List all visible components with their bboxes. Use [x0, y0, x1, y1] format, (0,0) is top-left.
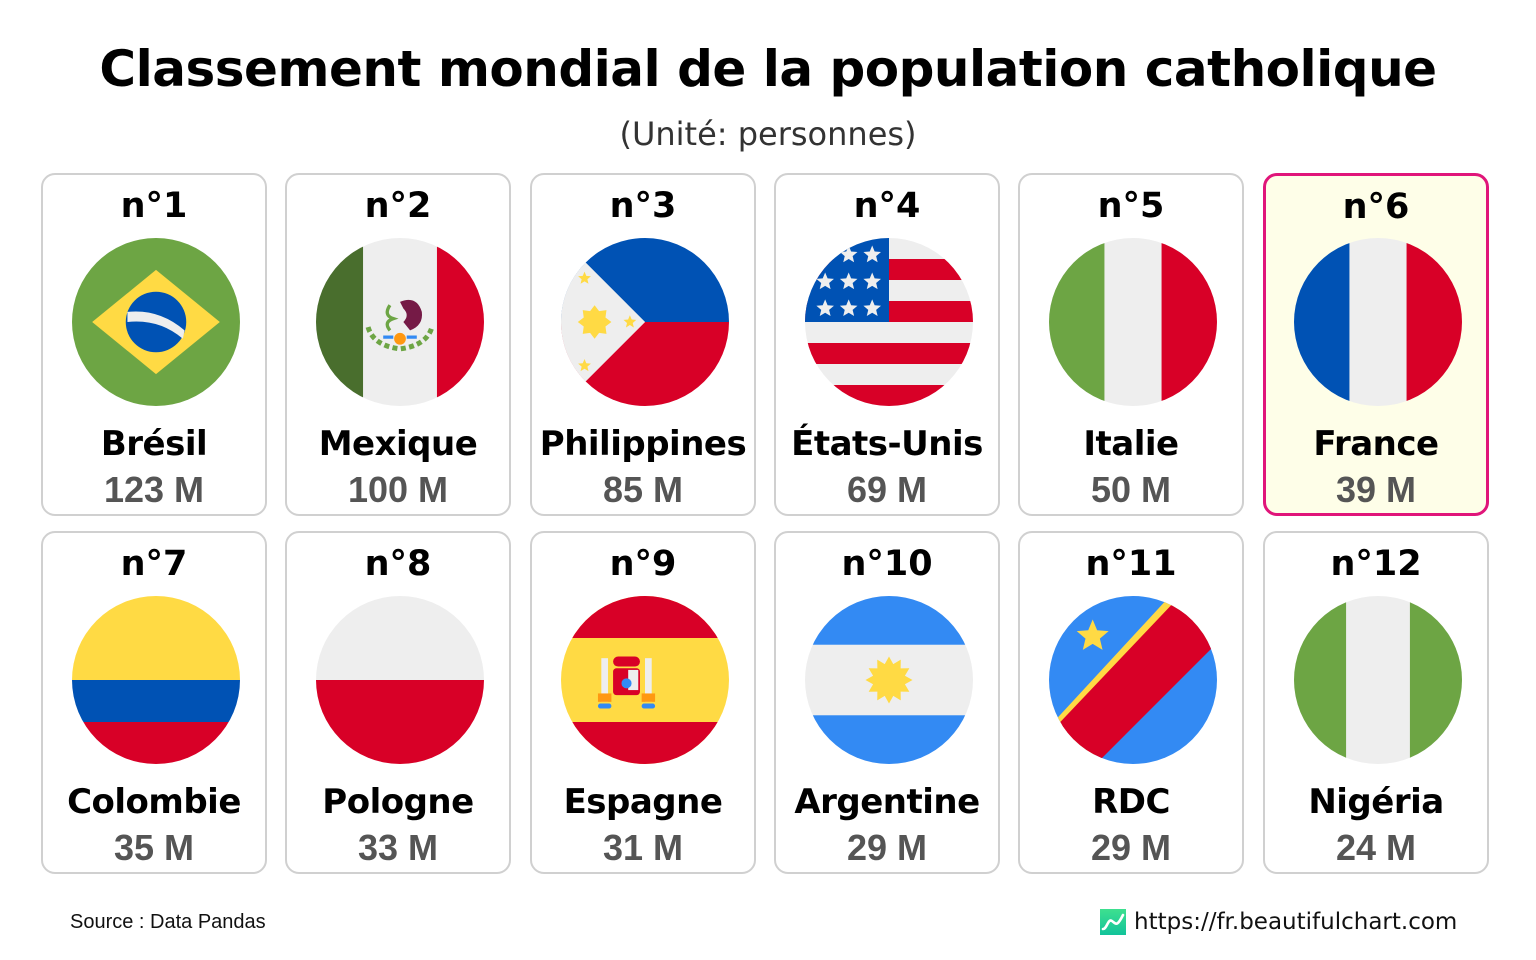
ranking-card: n°12 Nigéria 24 M — [1263, 531, 1489, 874]
country-name: Espagne — [563, 782, 723, 822]
country-name: Pologne — [322, 782, 474, 822]
rank-label: n°9 — [609, 544, 677, 584]
population-value: 123 M — [103, 469, 205, 510]
brazil-flag-icon — [72, 238, 240, 406]
rank-label: n°5 — [1097, 186, 1165, 226]
rank-label: n°2 — [364, 186, 432, 226]
population-value: 100 M — [347, 469, 449, 510]
poland-flag-icon — [316, 596, 484, 764]
rank-label: n°8 — [364, 544, 432, 584]
rank-label: n°3 — [609, 186, 677, 226]
colombia-flag-icon — [72, 596, 240, 764]
country-name: Mexique — [318, 424, 478, 464]
ranking-card: n°2 Mexique 100 M — [285, 173, 511, 516]
country-name: États-Unis — [791, 424, 983, 464]
population-value: 85 M — [602, 469, 684, 510]
ranking-card: n°6 France 39 M — [1263, 173, 1489, 516]
rank-label: n°6 — [1342, 187, 1410, 227]
spain-flag-icon — [561, 596, 729, 764]
population-value: 33 M — [357, 827, 439, 868]
country-name: Philippines — [539, 424, 747, 464]
rank-label: n°4 — [853, 186, 921, 226]
argentina-flag-icon — [805, 596, 973, 764]
philippines-flag-icon — [561, 238, 729, 406]
rank-label: n°10 — [841, 544, 933, 584]
rank-label: n°7 — [120, 544, 188, 584]
population-value: 39 M — [1335, 469, 1417, 510]
ranking-card: n°11 RDC 29 M — [1018, 531, 1244, 874]
ranking-card: n°1 Brésil 123 M — [41, 173, 267, 516]
mexico-flag-icon — [316, 238, 484, 406]
usa-flag-icon — [805, 238, 973, 406]
website-url[interactable]: https://fr.beautifulchart.com — [1134, 909, 1458, 935]
country-name: Argentine — [794, 782, 980, 822]
ranking-card: n°4 États-Unis 69 M — [774, 173, 1000, 516]
beautifulchart-logo-icon — [1100, 909, 1126, 935]
country-name: Colombie — [67, 782, 241, 822]
population-value: 29 M — [1090, 827, 1172, 868]
ranking-card: n°10 Argentine 29 M — [774, 531, 1000, 874]
population-value: 50 M — [1090, 469, 1172, 510]
ranking-card: n°9 Espagne 31 M — [530, 531, 756, 874]
page-subtitle: (Unité: personnes) — [619, 115, 917, 153]
ranking-card: n°3 Philippines 85 M — [530, 173, 756, 516]
population-value: 69 M — [846, 469, 928, 510]
rank-label: n°1 — [120, 186, 188, 226]
dr-congo-flag-icon — [1049, 596, 1217, 764]
italy-flag-icon — [1049, 238, 1217, 406]
population-value: 35 M — [113, 827, 195, 868]
country-name: France — [1313, 424, 1439, 464]
population-value: 29 M — [846, 827, 928, 868]
country-name: Italie — [1083, 424, 1179, 464]
ranking-card: n°8 Pologne 33 M — [285, 531, 511, 874]
nigeria-flag-icon — [1294, 596, 1462, 764]
population-value: 24 M — [1335, 827, 1417, 868]
ranking-card: n°5 Italie 50 M — [1018, 173, 1244, 516]
ranking-card: n°7 Colombie 35 M — [41, 531, 267, 874]
rank-label: n°11 — [1085, 544, 1177, 584]
country-name: Brésil — [100, 424, 208, 464]
country-name: Nigéria — [1308, 782, 1444, 822]
source-note: Source : Data Pandas — [70, 911, 266, 933]
website-link[interactable]: https://fr.beautifulchart.com — [1100, 906, 1457, 938]
page-title: Classement mondial de la population cath… — [99, 40, 1437, 98]
rank-label: n°12 — [1330, 544, 1422, 584]
population-value: 31 M — [602, 827, 684, 868]
country-name: RDC — [1092, 782, 1170, 822]
france-flag-icon — [1294, 238, 1462, 406]
